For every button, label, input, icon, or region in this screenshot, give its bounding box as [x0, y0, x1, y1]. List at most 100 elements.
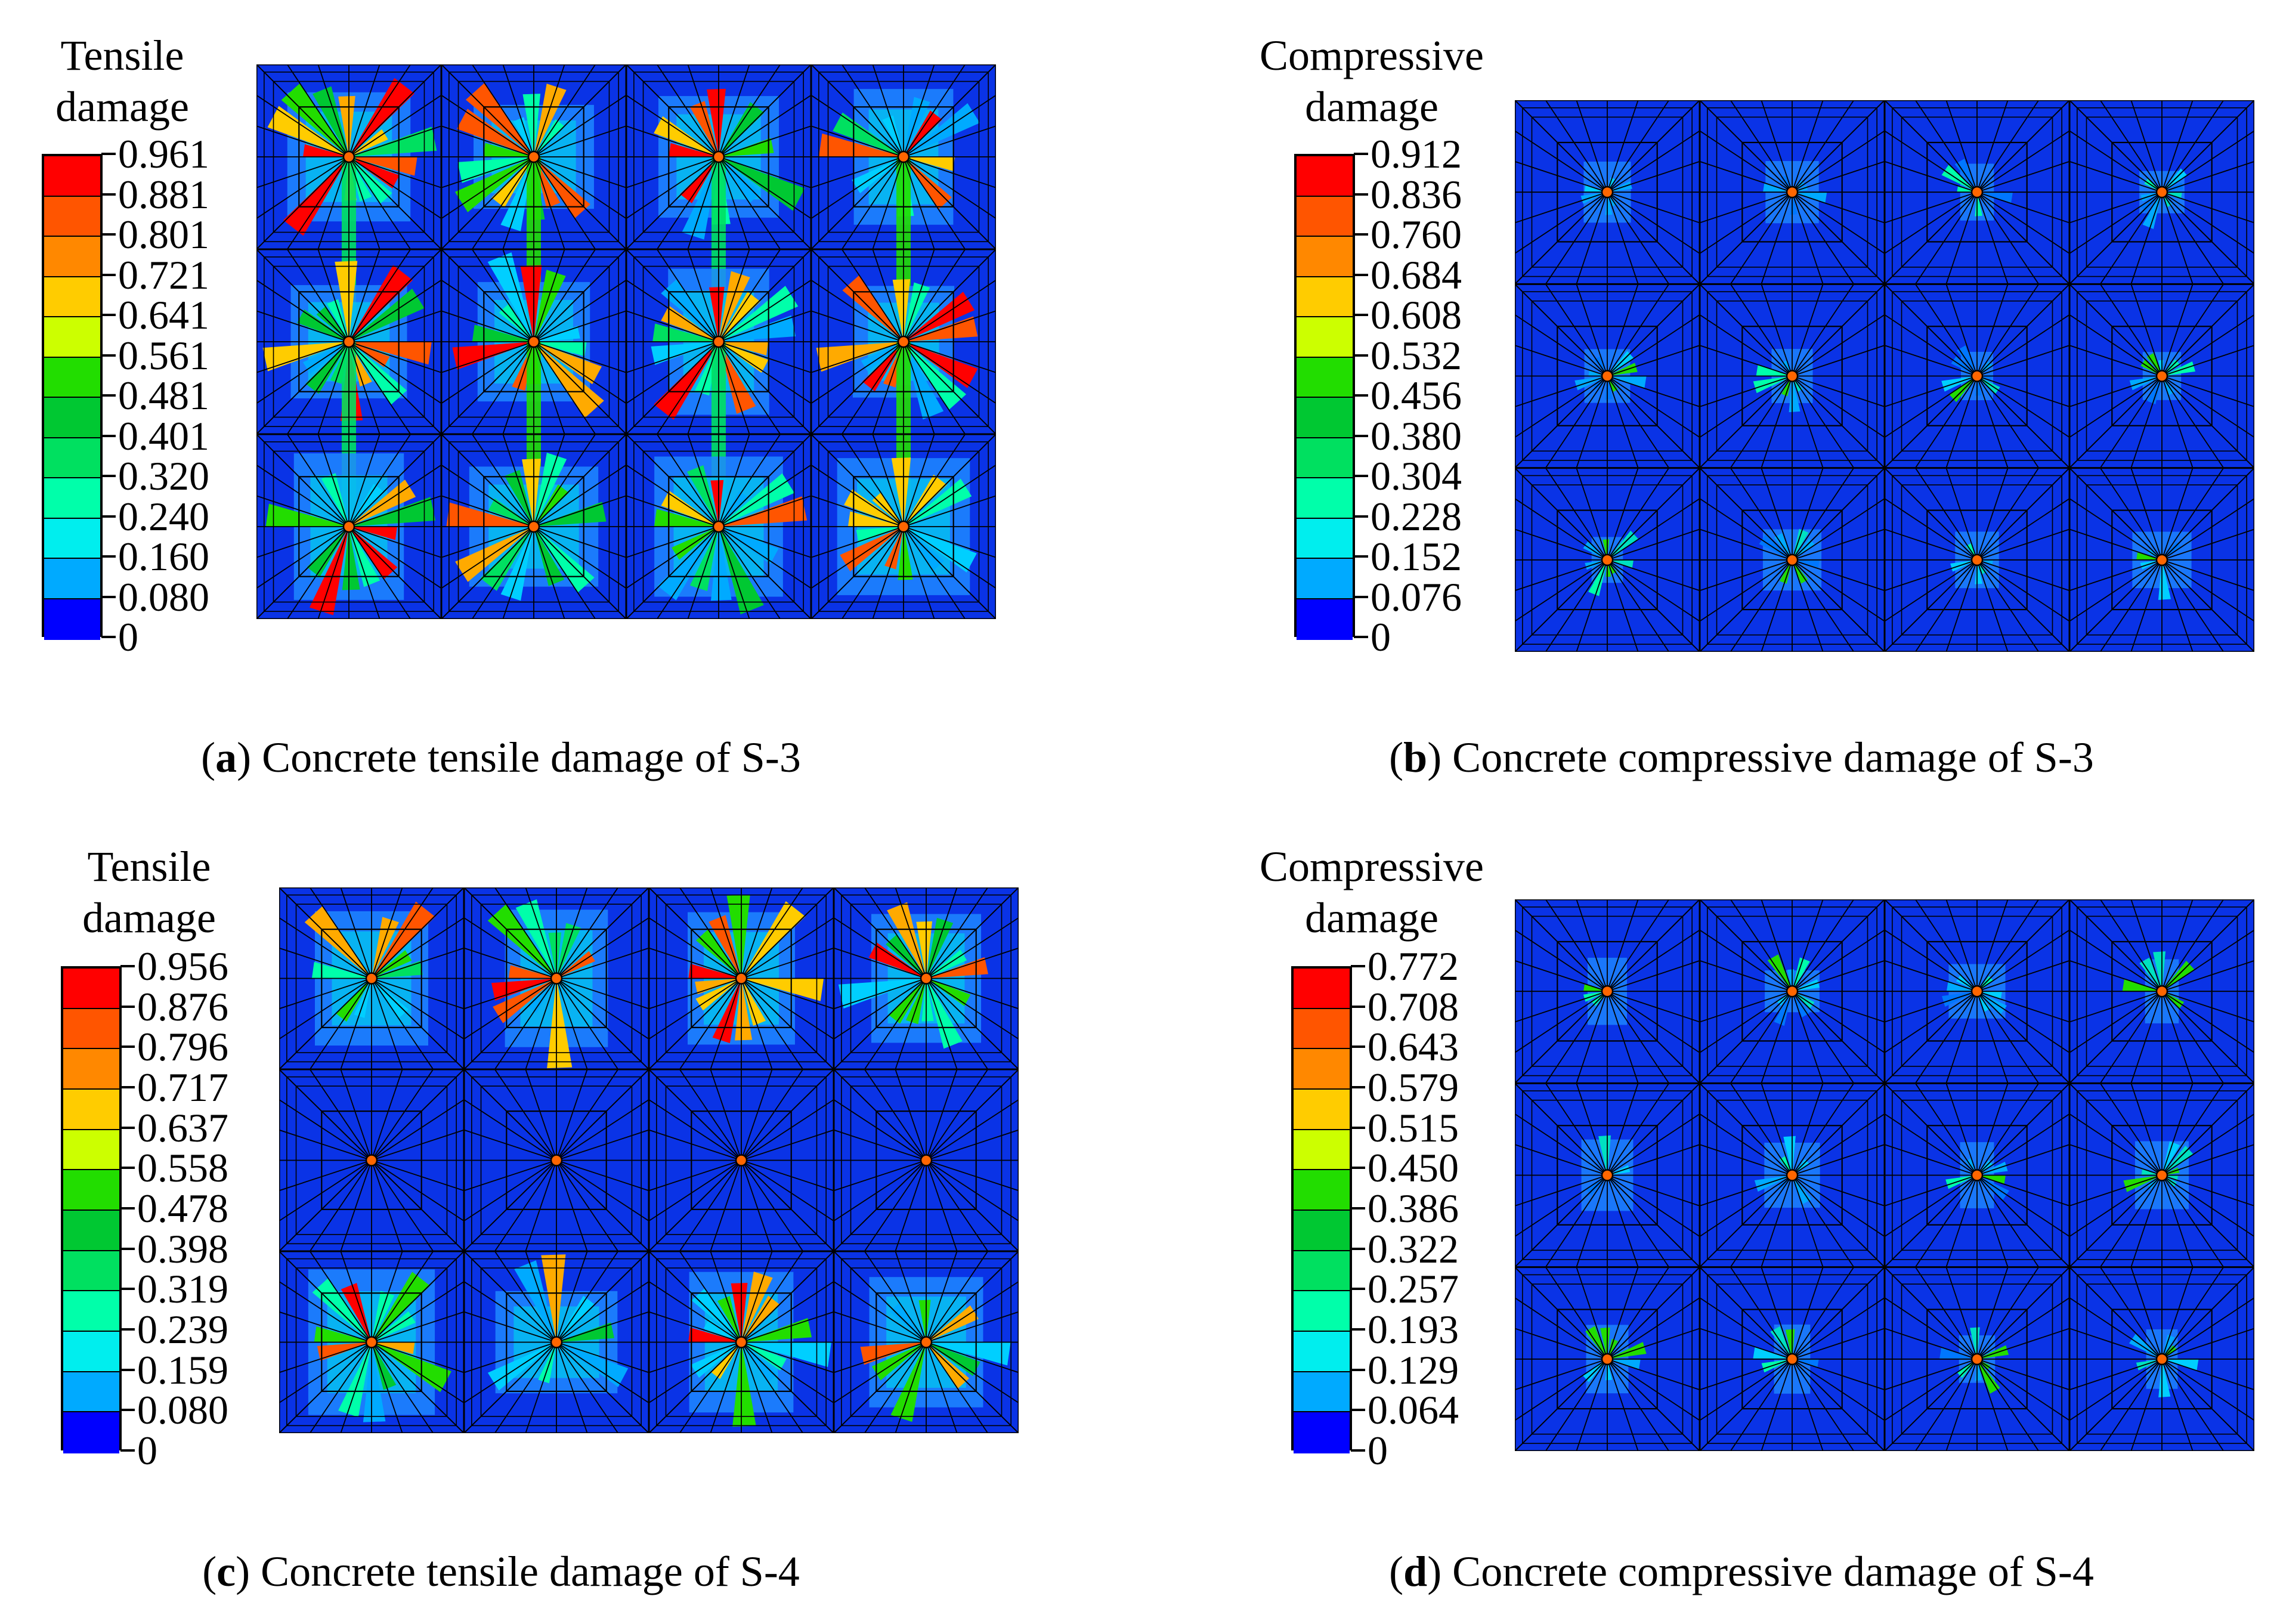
mesh-spoke	[903, 526, 954, 544]
bolt-hole	[897, 520, 910, 533]
mesh-spoke-outer	[1761, 100, 1776, 143]
mesh-spoke-outer	[1657, 576, 1700, 592]
legend-title: Compressive damage	[1235, 841, 1509, 944]
mesh-spoke-outer	[1761, 468, 1776, 511]
mesh-spoke	[718, 107, 736, 157]
mesh-spoke	[348, 526, 366, 577]
mesh-spoke	[2145, 1125, 2163, 1176]
mesh-spoke	[1792, 375, 1842, 394]
legend-tick-label: 0.319	[137, 1266, 228, 1312]
legend-tick	[1354, 595, 1368, 598]
mesh-spoke-outer	[976, 1027, 1019, 1070]
mesh-spoke-outer	[550, 64, 565, 107]
mesh-spoke-outer	[567, 576, 596, 619]
mesh-spoke-outer	[2130, 609, 2146, 652]
mesh-spoke	[1557, 509, 1608, 561]
mesh-spoke	[1741, 1125, 1793, 1176]
mesh-ring	[1901, 300, 2053, 452]
mesh-spoke	[1792, 991, 1843, 1025]
mesh-spoke-outer	[1657, 1191, 1700, 1207]
legend-title-line1: Compressive	[1260, 32, 1484, 79]
mesh-spoke	[1976, 957, 2028, 992]
mesh-spoke-outer	[810, 190, 854, 219]
mesh-spoke-outer	[1623, 100, 1639, 143]
mesh-ring	[1716, 1099, 1868, 1251]
mesh-spoke-outer	[1842, 130, 1885, 160]
mesh-spoke	[1590, 142, 1608, 193]
mesh-spoke	[2128, 941, 2163, 992]
mesh-spoke-outer	[810, 464, 854, 494]
mesh-spoke-outer	[525, 1391, 540, 1433]
mesh-spoke-outer	[1515, 1328, 1558, 1343]
color-legend-segment	[1294, 1170, 1350, 1211]
mesh-spoke	[870, 291, 904, 342]
damage-wedge	[719, 157, 805, 211]
mesh-spoke	[741, 1325, 791, 1343]
mesh-spoke-outer	[1884, 609, 1928, 652]
mesh-spoke	[1976, 175, 2027, 193]
damage-wedge	[719, 286, 799, 342]
mesh-spoke-outer	[1945, 425, 1961, 468]
legend-tick-label: 0.881	[118, 171, 209, 217]
mesh-spoke-outer	[1884, 528, 1928, 544]
mesh-spoke	[1976, 1125, 2028, 1176]
damage-wedge	[341, 1283, 372, 1342]
mesh-spoke-outer	[2178, 468, 2194, 511]
damage-wedge	[719, 527, 764, 615]
mesh-spoke	[1976, 1359, 2028, 1409]
mesh-spoke-outer	[388, 1069, 403, 1112]
mesh-spoke-outer	[976, 917, 1019, 946]
mesh-spoke	[926, 1341, 976, 1359]
mesh-spoke-outer	[583, 375, 627, 404]
mesh-spoke-outer	[340, 887, 355, 930]
mesh-spoke-outer	[833, 887, 877, 930]
mesh-spoke-outer	[2010, 1267, 2040, 1310]
mesh-spoke-outer	[2027, 208, 2070, 224]
mesh-ring	[827, 265, 980, 418]
mesh-spoke	[691, 1292, 742, 1343]
mesh-spoke-outer	[648, 917, 692, 946]
legend-tick	[120, 1167, 135, 1170]
mesh-spoke-outer	[2027, 1040, 2070, 1084]
mesh-spoke-outer	[791, 1358, 834, 1374]
mesh-spoke-outer	[1730, 100, 1759, 143]
mesh-spoke-outer	[1825, 609, 1855, 652]
mesh-spoke	[1607, 526, 1658, 561]
mesh-spoke	[903, 341, 954, 376]
mesh-spoke-outer	[833, 1010, 877, 1040]
legend-tick-label: 0.239	[137, 1307, 228, 1352]
mesh-spoke-outer	[626, 279, 669, 309]
damage-wedge	[483, 143, 534, 157]
mesh-spoke	[483, 526, 534, 577]
damage-wedge	[719, 342, 756, 414]
mesh-spoke	[2145, 941, 2163, 992]
mesh-spoke	[371, 1292, 406, 1343]
damage-wedge	[283, 157, 349, 236]
mesh-spoke	[1976, 326, 2011, 377]
mesh-spoke-outer	[751, 206, 781, 250]
mesh-spoke-outer	[1623, 1083, 1639, 1126]
mesh-spoke-outer	[953, 64, 996, 107]
mesh-spoke-outer	[1699, 468, 1743, 511]
mesh-spoke-outer	[256, 64, 299, 107]
damage-wedge	[349, 265, 413, 342]
mesh-ring	[633, 256, 804, 427]
mesh-spoke-outer	[1808, 1408, 1824, 1451]
color-legend-segment	[44, 357, 100, 398]
mesh-spoke	[741, 1309, 792, 1343]
mesh-spoke	[1927, 1174, 1978, 1193]
mesh-spoke-outer	[567, 206, 596, 250]
mesh-spoke-outer	[256, 495, 299, 511]
damage-contour-mesh	[1515, 899, 2254, 1451]
damage-wedge	[732, 1342, 756, 1427]
color-legend-segment	[44, 196, 100, 237]
mesh-ring	[1901, 1283, 2053, 1435]
mesh-spoke	[691, 1110, 742, 1161]
mesh-spoke-outer	[279, 1192, 322, 1221]
mesh-spoke	[1741, 991, 1793, 1025]
bolt-hole	[342, 335, 355, 348]
mesh-spoke-outer	[2027, 592, 2070, 622]
mesh-spoke-outer	[471, 576, 501, 619]
caption-letter: b	[1403, 734, 1428, 781]
mesh-spoke	[1926, 559, 1978, 594]
